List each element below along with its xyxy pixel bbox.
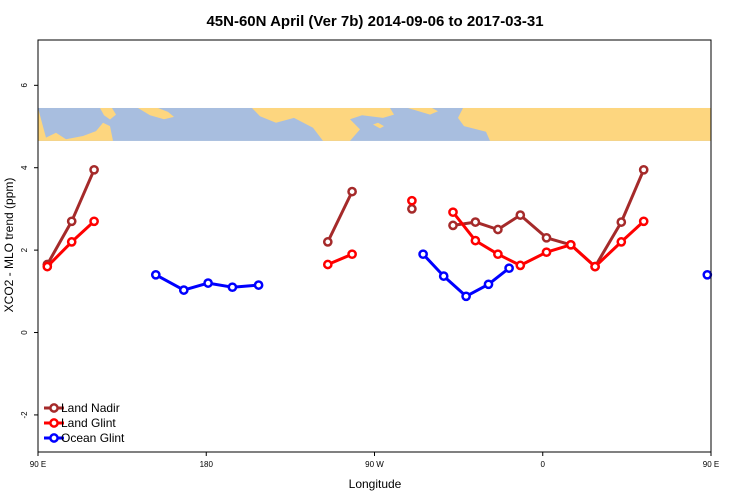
data-point (66, 216, 77, 227)
data-point (203, 278, 213, 288)
data-point (493, 224, 503, 235)
data-point (590, 261, 600, 272)
series-2 (150, 249, 713, 302)
data-point (150, 269, 161, 280)
data-point (638, 216, 649, 227)
data-point (493, 249, 503, 260)
data-point (515, 210, 526, 220)
world-map-band (38, 107, 711, 141)
plot-frame (37, 39, 712, 453)
x-tick-label: 90 W (365, 460, 384, 469)
data-point (347, 249, 357, 260)
chart-title: 45N-60N April (Ver 7b) 2014-09-06 to 201… (206, 13, 543, 30)
legend-label: Land Glint (61, 416, 116, 430)
data-point (504, 263, 514, 274)
y-tick-label: 4 (20, 165, 29, 170)
y-axis-label: XCO2 - MLO trend (ppm) (2, 178, 16, 313)
x-axis-label: Longitude (349, 477, 402, 491)
legend-label: Land Nadir (61, 401, 120, 415)
y-tick-label: 6 (20, 83, 29, 88)
data-point (515, 260, 526, 271)
legend-swatch-marker (49, 418, 59, 428)
data-point (461, 291, 471, 302)
data-point (483, 279, 494, 290)
data-point (541, 247, 552, 258)
series-line (422, 253, 511, 298)
data-point (565, 239, 576, 250)
data-point (227, 282, 238, 293)
legend-item: Land Nadir (44, 401, 120, 415)
x-tick-label: 180 (200, 460, 214, 469)
data-point (448, 207, 458, 218)
y-tick-label: 0 (20, 330, 29, 335)
map-land-6 (458, 108, 711, 141)
data-point (407, 204, 417, 214)
map-land-4 (373, 122, 384, 129)
map-land-0 (38, 108, 113, 141)
data-point (616, 217, 627, 227)
data-point (322, 237, 333, 247)
series-layer (42, 164, 713, 302)
map-land-3 (252, 108, 394, 141)
data-point (470, 217, 481, 227)
y-tick-label: 2 (20, 247, 29, 252)
data-point (470, 235, 481, 246)
data-point (702, 269, 713, 280)
map-land-2 (138, 108, 174, 120)
data-point (438, 271, 449, 281)
x-tick-label: 0 (541, 460, 546, 469)
x-tick-label: 90 E (30, 460, 46, 469)
data-point (89, 216, 99, 227)
legend-item: Ocean Glint (44, 431, 125, 445)
series-1 (42, 195, 649, 272)
data-point (418, 249, 428, 260)
legend-item: Land Glint (44, 416, 116, 430)
legend-swatch-marker (49, 403, 59, 413)
data-point (638, 164, 649, 175)
data-point (42, 261, 53, 272)
map-land-5 (408, 108, 438, 115)
data-point (253, 280, 264, 290)
data-point (347, 186, 357, 197)
legend-label: Ocean Glint (61, 431, 125, 445)
series-0 (42, 164, 649, 272)
map-land-1 (100, 108, 116, 120)
x-tick-label: 90 E (703, 460, 719, 469)
map-land-7 (478, 115, 493, 122)
data-point (616, 237, 627, 247)
data-point (448, 220, 458, 231)
legend-swatch-marker (49, 433, 59, 443)
data-point (66, 237, 77, 247)
data-point (541, 232, 552, 243)
data-point (322, 259, 333, 270)
data-point (89, 164, 99, 175)
series-line (326, 190, 354, 243)
data-point (407, 195, 417, 206)
data-point (178, 285, 189, 295)
y-tick-label: -2 (20, 411, 29, 419)
